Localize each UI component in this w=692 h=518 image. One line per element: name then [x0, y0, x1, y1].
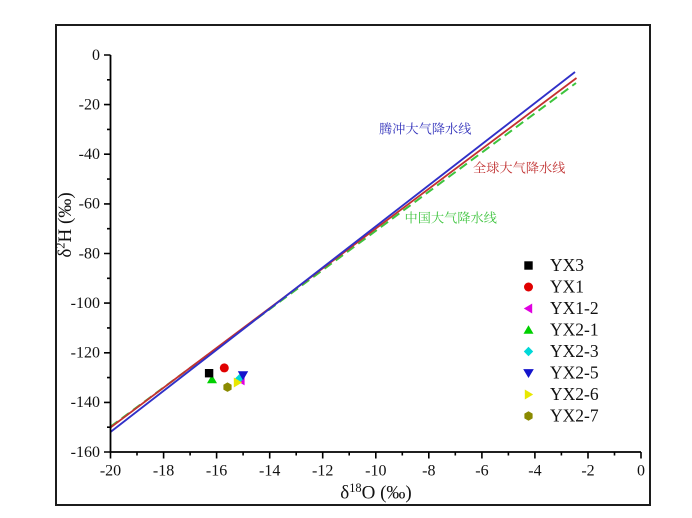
svg-text:-10: -10	[365, 463, 386, 480]
svg-text:-20: -20	[79, 96, 100, 113]
svg-text:-140: -140	[71, 394, 100, 411]
svg-text:-2: -2	[581, 463, 594, 480]
svg-text:-160: -160	[71, 444, 100, 461]
svg-text:YX2-5: YX2-5	[550, 363, 599, 383]
svg-text:-80: -80	[79, 245, 100, 262]
svg-text:YX3: YX3	[550, 255, 584, 275]
svg-text:YX2-1: YX2-1	[550, 320, 599, 340]
svg-text:0: 0	[92, 47, 100, 64]
svg-text:-12: -12	[312, 463, 333, 480]
svg-text:-16: -16	[206, 463, 227, 480]
svg-text:-18: -18	[153, 463, 174, 480]
svg-text:0: 0	[637, 463, 645, 480]
svg-text:YX2-7: YX2-7	[550, 406, 599, 426]
svg-text:-60: -60	[79, 196, 100, 213]
svg-text:δ2H (‰): δ2H (‰)	[53, 192, 76, 257]
svg-text:-6: -6	[475, 463, 488, 480]
svg-text:-8: -8	[422, 463, 435, 480]
svg-text:YX2-6: YX2-6	[550, 384, 599, 404]
svg-text:-20: -20	[100, 463, 121, 480]
svg-text:YX1: YX1	[550, 277, 584, 297]
svg-text:-100: -100	[71, 295, 100, 312]
svg-text:-40: -40	[79, 146, 100, 163]
svg-text:-120: -120	[71, 345, 100, 362]
svg-text:-14: -14	[259, 463, 280, 480]
svg-text:YX2-3: YX2-3	[550, 341, 599, 361]
svg-text:-4: -4	[528, 463, 541, 480]
svg-text:YX1-2: YX1-2	[550, 298, 599, 318]
